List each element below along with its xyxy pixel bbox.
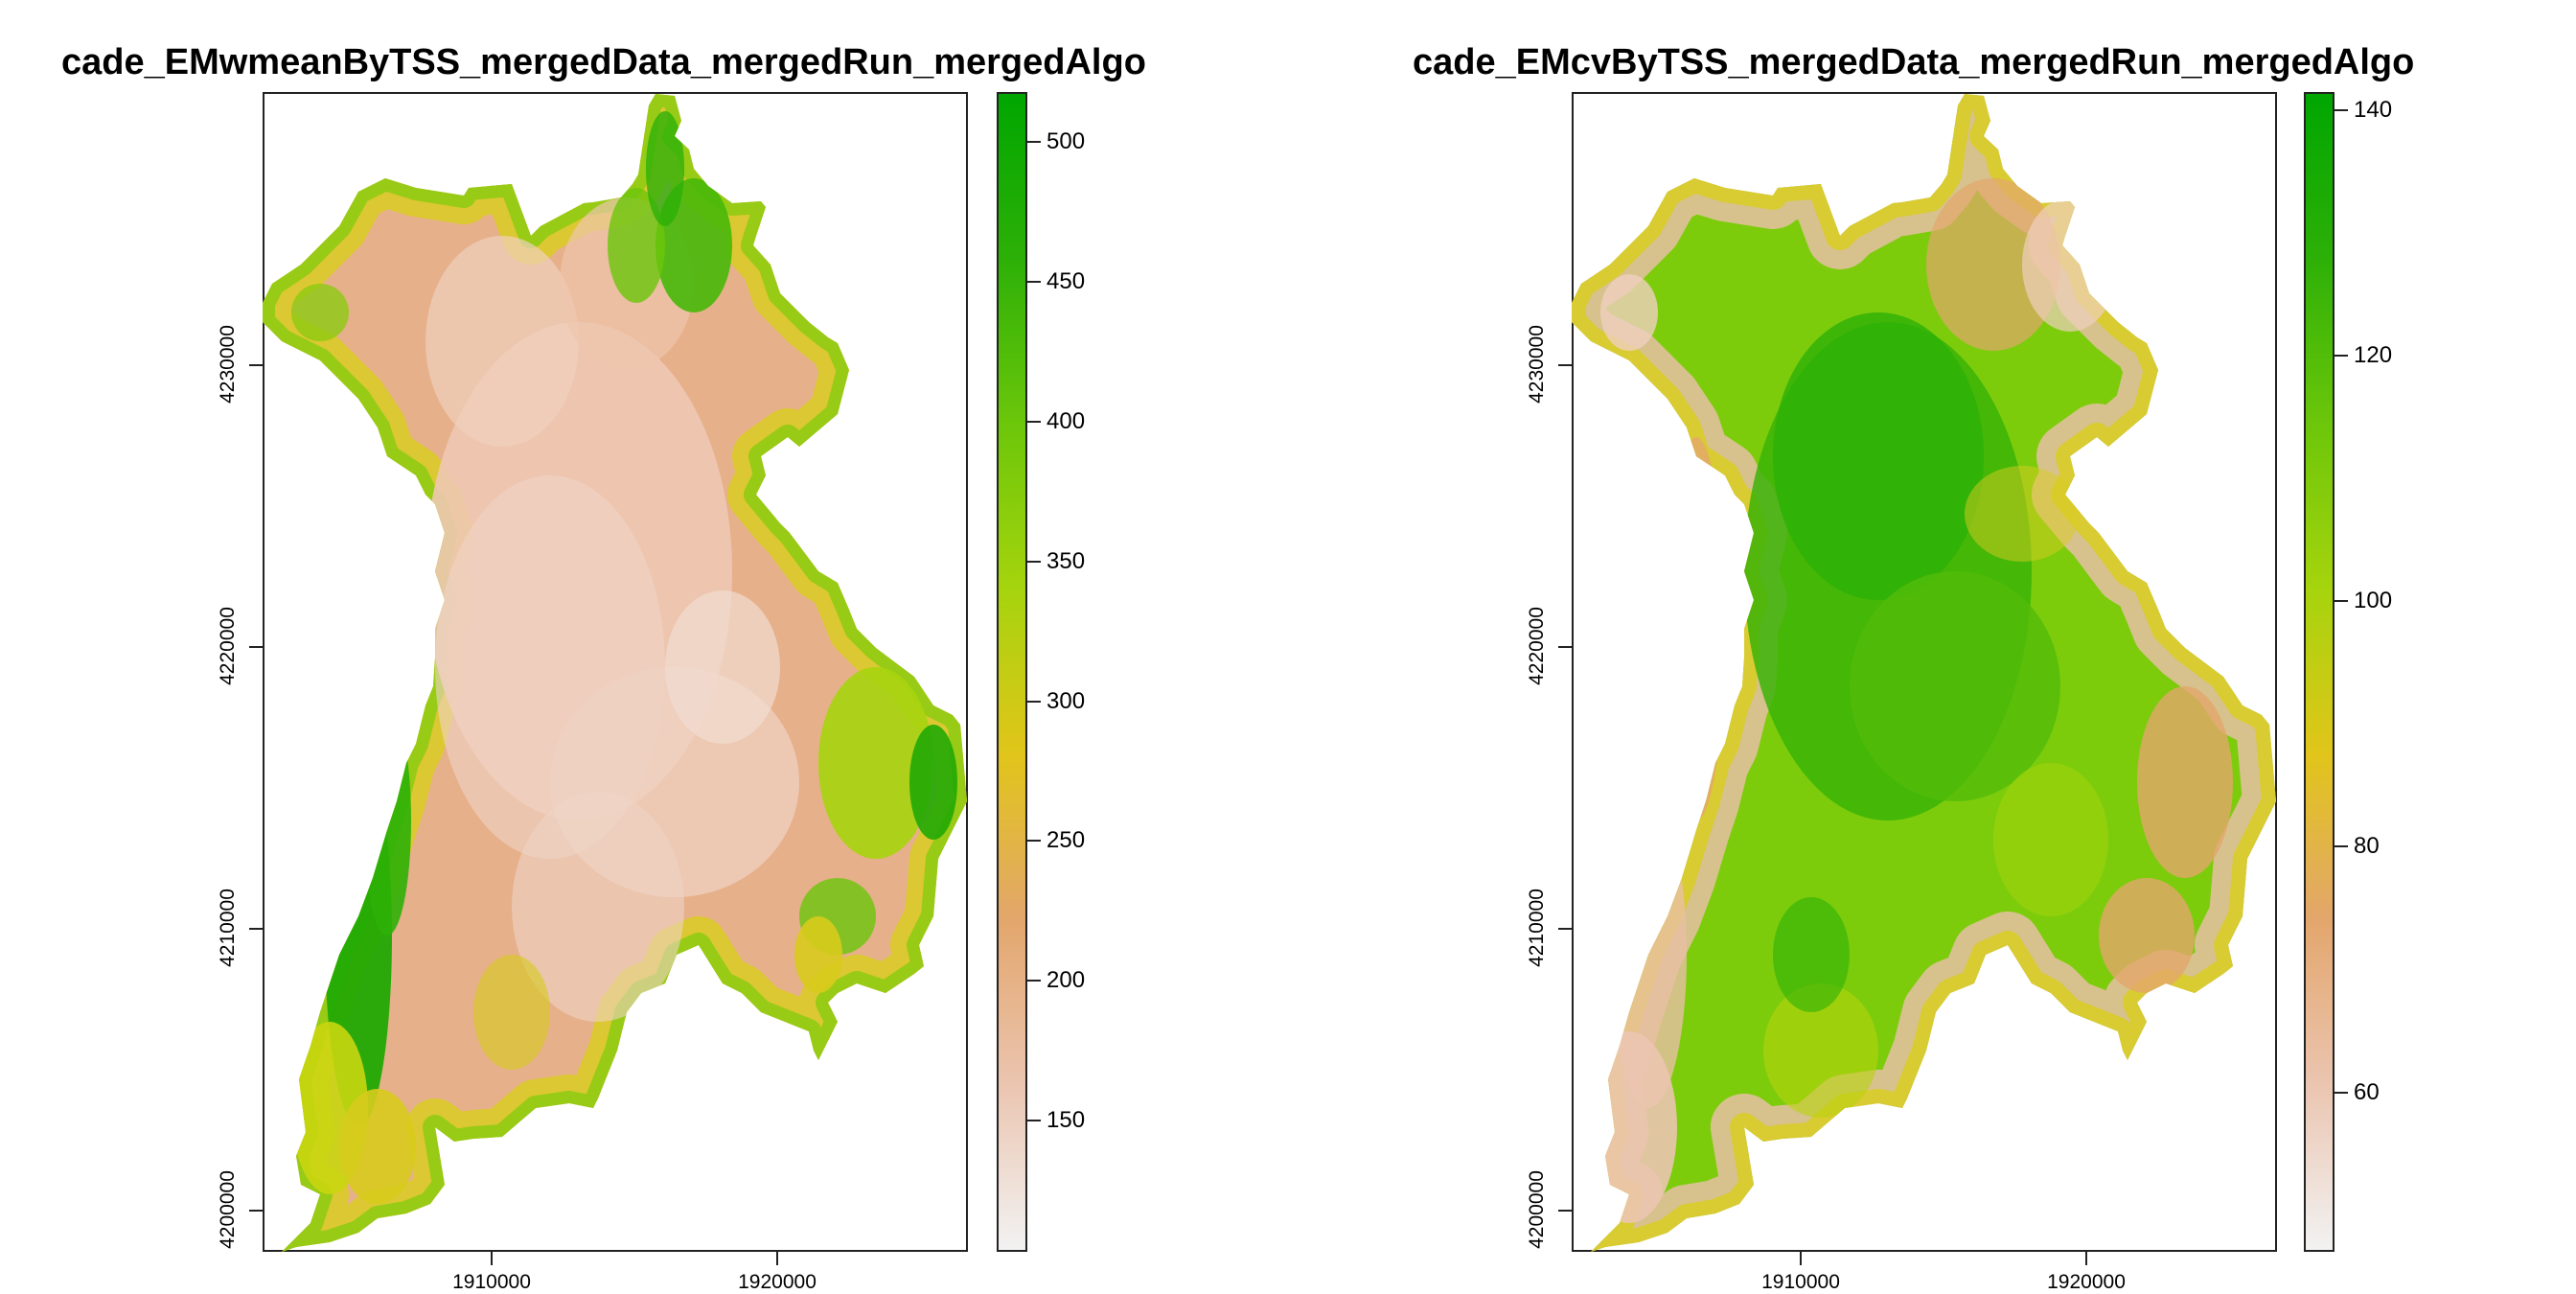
right-y-tick-label: 4230000 (1526, 325, 1548, 404)
map-patch (646, 111, 684, 226)
legend-tick-mark (2334, 1091, 2348, 1094)
legend-tick-mark (1027, 560, 1041, 563)
map-patch (794, 916, 842, 993)
right-y-tick-label: 4200000 (1526, 1170, 1548, 1249)
legend-tick-label: 250 (1046, 827, 1086, 854)
legend-tick-label: 150 (1046, 1106, 1086, 1133)
map-patch (382, 571, 430, 686)
legend-tick-mark (2334, 845, 2348, 848)
right-map-title: cade_EMcvByTSS_mergedData_mergedRun_merg… (1413, 42, 2415, 82)
map-patch (608, 188, 665, 303)
map-patch (291, 284, 349, 341)
legend-tick-label: 60 (2354, 1078, 2380, 1105)
map-patch (426, 236, 579, 447)
map-patch (2099, 878, 2195, 993)
left-map-panel: cade_EMwmeanByTSS_mergedData_mergedRun_m… (0, 0, 1288, 1293)
left-map-title: cade_EMwmeanByTSS_mergedData_mergedRun_m… (61, 42, 1146, 82)
map-patch (339, 1089, 416, 1204)
legend-tick-mark (1027, 281, 1041, 284)
right-x-tick-label: 1910000 (1761, 1271, 1840, 1293)
legend-tick-label: 140 (2354, 97, 2393, 124)
map-patch (1993, 763, 2108, 916)
legend-tick-label: 450 (1046, 268, 1086, 295)
right-map-panel: cade_EMcvByTSS_mergedData_mergedRun_merg… (1288, 0, 2576, 1293)
legend-tick-mark (1027, 980, 1041, 982)
legend-tick-mark (2334, 109, 2348, 112)
map-patch (665, 590, 780, 744)
map-patch (1773, 312, 1984, 600)
map-patch (2022, 197, 2118, 332)
map-patch (818, 667, 933, 859)
legend-tick-label: 120 (2354, 342, 2393, 369)
map-patch (909, 725, 957, 840)
right-raster-map (1572, 94, 2276, 1252)
map-patch (512, 792, 684, 1022)
map-patch (363, 705, 411, 936)
map-patch (1926, 178, 2060, 351)
map-patch (1965, 466, 2080, 562)
map-patch (1600, 274, 1658, 351)
legend-tick-mark (2334, 355, 2348, 358)
legend-tick-mark (1027, 700, 1041, 703)
legend-tick-label: 80 (2354, 833, 2380, 860)
legend-tick-label: 500 (1046, 128, 1086, 155)
legend-tick-mark (1027, 840, 1041, 843)
left-y-tick-label: 4220000 (217, 607, 239, 685)
left-x-tick-label: 1910000 (452, 1271, 531, 1293)
right-y-tick-label: 4220000 (1526, 607, 1548, 685)
left-color-legend (997, 92, 1027, 1252)
legend-tick-mark (1027, 1119, 1041, 1121)
legend-tick-mark (1027, 141, 1041, 144)
left-y-tick-label: 4230000 (217, 325, 239, 404)
right-x-tick-label: 1920000 (2047, 1271, 2126, 1293)
legend-tick-mark (1027, 421, 1041, 424)
map-edge-band (263, 94, 967, 1252)
left-y-tick-label: 4210000 (217, 889, 239, 967)
legend-tick-label: 300 (1046, 687, 1086, 714)
map-patch (2137, 686, 2233, 878)
legend-tick-mark (2334, 600, 2348, 603)
map-patch (1581, 1031, 1677, 1223)
legend-tick-label: 200 (1046, 967, 1086, 994)
right-y-tick-label: 4210000 (1526, 889, 1548, 967)
legend-tick-label: 350 (1046, 547, 1086, 574)
map-patch (1763, 983, 1878, 1118)
left-raster-map (263, 94, 967, 1252)
right-color-legend (2304, 92, 2334, 1252)
legend-tick-label: 100 (2354, 588, 2393, 614)
left-x-tick-label: 1920000 (738, 1271, 816, 1293)
map-patch (1773, 897, 1850, 1012)
legend-tick-label: 400 (1046, 408, 1086, 435)
map-patch (1850, 571, 2060, 801)
map-patch (473, 955, 550, 1070)
left-y-tick-label: 4200000 (217, 1170, 239, 1249)
map-patch (1668, 437, 1725, 820)
